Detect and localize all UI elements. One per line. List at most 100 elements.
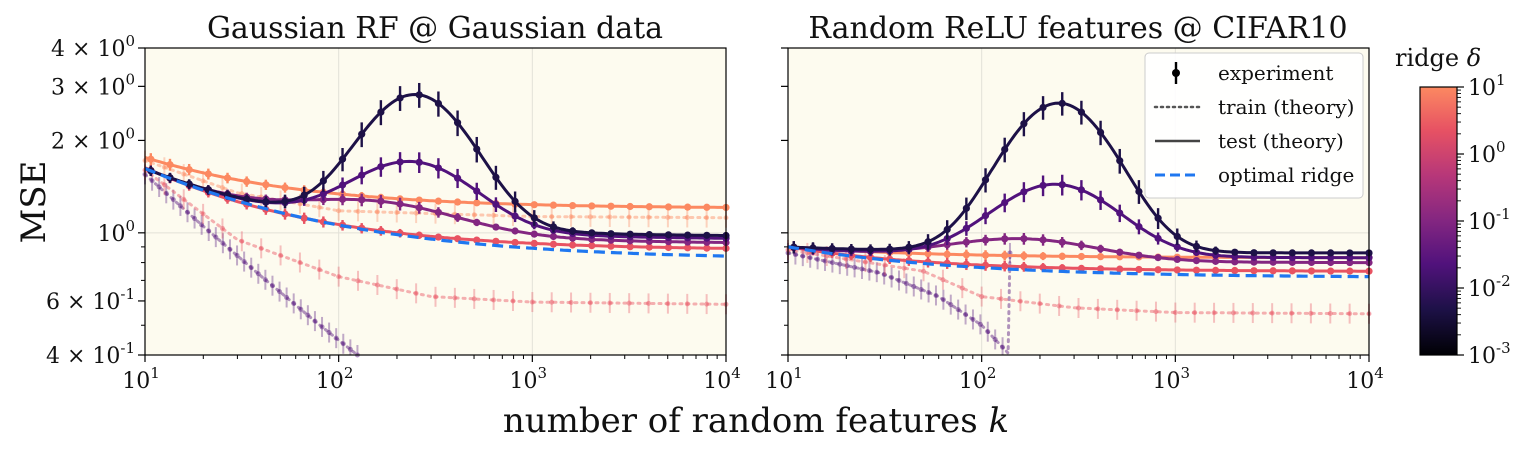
train-marker [970, 316, 976, 322]
train-marker [220, 240, 226, 246]
test-marker [1135, 251, 1143, 259]
train-marker [882, 262, 888, 268]
test-marker [1020, 252, 1028, 260]
train-marker [807, 255, 813, 261]
y-tick-base: 2 × 10 [51, 129, 125, 154]
x-tick-base: 10 [703, 369, 731, 394]
legend-label: test (theory) [1218, 129, 1344, 153]
train-marker [156, 184, 162, 190]
train-marker [433, 294, 438, 300]
train-marker [297, 259, 303, 265]
test-marker [300, 191, 308, 199]
train-marker [355, 278, 361, 284]
train-marker [911, 283, 917, 289]
test-marker [453, 174, 462, 182]
colorbar-tick-label: 101 [1468, 71, 1506, 101]
train-marker [529, 299, 535, 305]
test-marker [415, 158, 423, 166]
panel-title: Gaussian RF @ Gaussian data [207, 11, 663, 46]
test-marker [1001, 262, 1009, 270]
test-marker [924, 250, 932, 258]
test-marker [1154, 234, 1162, 242]
test-marker [281, 197, 289, 205]
train-marker [291, 300, 297, 306]
y-tick-label: 4 × 100 [51, 32, 135, 62]
x-tick-base: 10 [316, 369, 344, 394]
train-marker [278, 252, 284, 258]
train-curve-1e1 [143, 159, 728, 220]
test-marker [338, 155, 347, 163]
train-marker [347, 346, 353, 352]
x-tick-label: 101 [765, 364, 803, 394]
test-marker [1192, 266, 1201, 274]
x-axis-label-text: number of random features [503, 401, 978, 441]
test-marker [684, 203, 692, 211]
train-marker [234, 252, 240, 258]
train-marker [704, 301, 710, 307]
train-marker [824, 253, 830, 259]
test-marker [492, 237, 500, 245]
train-marker [921, 268, 927, 274]
test-marker [300, 214, 308, 222]
train-marker [881, 272, 887, 278]
test-marker [569, 241, 577, 249]
test-marker [396, 200, 404, 208]
test-marker [223, 174, 232, 182]
train-marker [471, 212, 477, 218]
test-marker [588, 242, 596, 250]
test-marker [1116, 248, 1124, 256]
train-marker [1347, 311, 1353, 317]
test-marker [204, 170, 212, 178]
test-marker [1077, 264, 1086, 272]
test-marker [511, 197, 519, 205]
test-marker [396, 94, 404, 102]
train-marker [874, 269, 880, 275]
x-tick-exp: 3 [1181, 364, 1191, 382]
test-marker [626, 230, 634, 238]
train-marker [985, 329, 991, 335]
test-marker [530, 201, 538, 209]
train-marker [239, 238, 245, 244]
test-marker [1096, 128, 1105, 137]
train-marker [319, 324, 325, 330]
train-marker [1114, 307, 1120, 313]
legend-item-train: train (theory) [1153, 95, 1354, 119]
plot-frame [144, 47, 727, 356]
train-marker [933, 292, 939, 298]
test-marker [1096, 265, 1105, 273]
train-marker [255, 271, 261, 277]
train-marker [336, 274, 342, 280]
test-marker [1116, 265, 1124, 273]
test-marker [185, 165, 193, 174]
test-marker [530, 230, 538, 238]
test-marker [243, 195, 251, 203]
test-marker [943, 250, 951, 258]
test-marker [1058, 99, 1066, 107]
test-marker [569, 227, 577, 235]
y-tick-label: 100 [97, 217, 135, 247]
test-marker [703, 244, 711, 252]
test-marker [1077, 241, 1086, 249]
test-marker [703, 203, 711, 211]
train-marker [918, 286, 924, 292]
test-marker [981, 251, 990, 259]
test-marker [1212, 266, 1220, 274]
train-marker [177, 203, 183, 209]
test-marker [453, 198, 462, 206]
x-axis-label: number of random features k [503, 401, 1009, 441]
y-axis-label: MSE [14, 161, 54, 244]
test-marker [1039, 236, 1047, 244]
train-marker [837, 261, 843, 267]
y-tick-base: 4 × 10 [51, 37, 125, 62]
train-marker [374, 282, 380, 288]
test-marker [1096, 253, 1105, 261]
x-tick-base: 10 [510, 369, 538, 394]
train-marker [979, 294, 985, 300]
test-marker [905, 243, 913, 251]
test-marker [1327, 249, 1335, 257]
test-marker [1001, 199, 1009, 207]
test-marker [1346, 249, 1354, 257]
y-tick-exp: 0 [125, 32, 135, 50]
test-marker [1020, 235, 1028, 243]
